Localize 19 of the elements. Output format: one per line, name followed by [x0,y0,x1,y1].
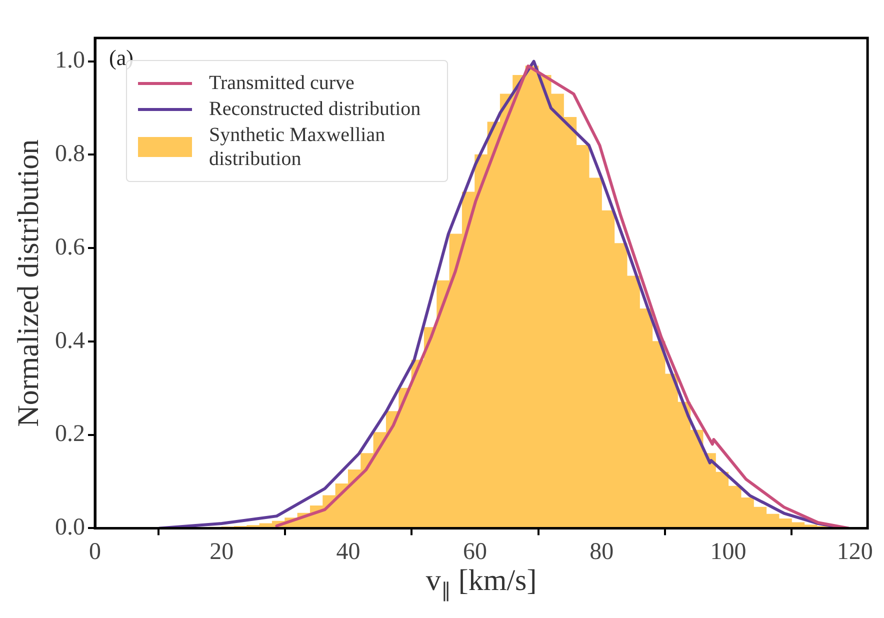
y-tick-label: 1.0 [55,48,85,74]
x-tick-label: 40 [336,538,360,565]
legend-label: Transmitted curve [209,71,354,95]
x-tick-label: 80 [590,538,614,565]
x-tick-label: 100 [710,538,746,565]
y-tick-label: 0.6 [55,234,85,260]
x-tick-label: 0 [89,538,101,565]
y-tick-label: 0.4 [55,328,85,354]
x-tick-label: 20 [210,538,234,565]
y-tick-label: 0.2 [55,421,85,448]
legend-label: Reconstructed distribution [209,97,421,121]
x-tick-label: 60 [462,538,487,565]
annotation: (a) [109,44,134,70]
x-tick-label: 120 [836,538,873,565]
y-tick-label: 0.0 [55,514,85,540]
legend-label: Synthetic Maxwellian distribution [209,123,386,171]
y-axis-title: Normalized distribution [12,139,45,427]
x-axis-title: v∥ [km/s] [426,564,537,602]
y-tick-label: 0.8 [55,141,85,168]
